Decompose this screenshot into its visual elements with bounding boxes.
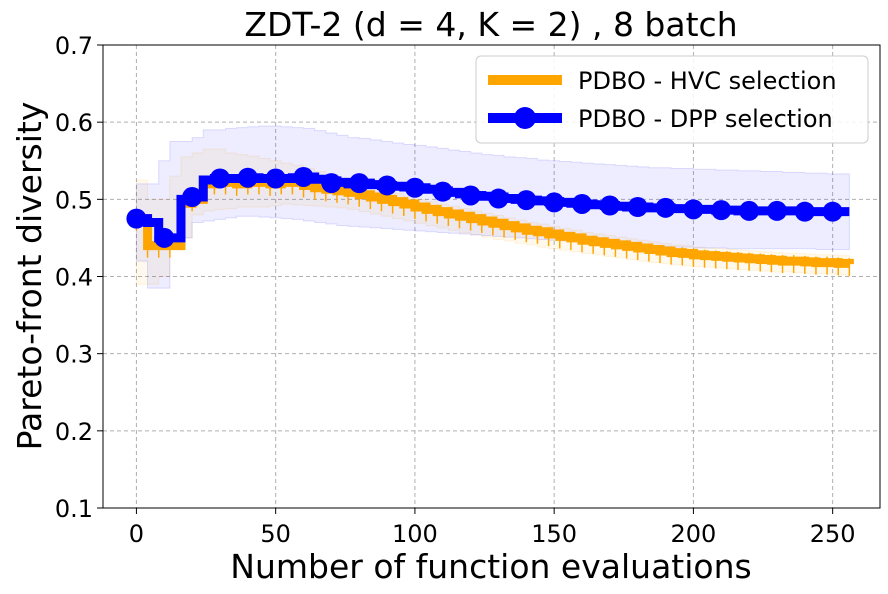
band-dpp bbox=[135, 125, 850, 289]
legend-frame bbox=[475, 55, 869, 144]
x-tick-label: 50 bbox=[260, 520, 291, 548]
x-axis-label: Number of function evaluations bbox=[230, 547, 751, 586]
y-axis-label: Pareto-front diversity bbox=[10, 102, 49, 451]
legend-label-dpp: PDBO - DPP selection bbox=[578, 105, 833, 133]
point-dpp bbox=[432, 181, 453, 202]
y-tick-label: 0.4 bbox=[55, 264, 93, 292]
y-tick-label: 0.1 bbox=[55, 495, 93, 523]
point-dpp bbox=[349, 173, 370, 194]
point-dpp bbox=[404, 177, 425, 198]
point-dpp bbox=[655, 197, 676, 218]
series-layer bbox=[126, 166, 854, 277]
legend-marker-dpp bbox=[514, 107, 536, 129]
y-tick-label: 0.3 bbox=[55, 341, 93, 369]
x-tick-label: 0 bbox=[129, 520, 144, 548]
point-dpp bbox=[572, 193, 593, 214]
point-dpp bbox=[683, 199, 704, 220]
point-dpp bbox=[293, 166, 314, 187]
point-dpp bbox=[794, 201, 815, 222]
point-dpp bbox=[377, 175, 398, 196]
legend-label-hvc: PDBO - HVC selection bbox=[578, 67, 837, 95]
y-tick-label: 0.7 bbox=[55, 32, 93, 60]
point-dpp bbox=[488, 188, 509, 209]
axis-ticks: 0 50 100 150 200 250 0.1 0.2 0.3 0.4 0.5 0.6 0.7 bbox=[55, 32, 856, 548]
point-dpp bbox=[739, 200, 760, 221]
point-dpp bbox=[321, 173, 342, 194]
legend: PDBO - HVC selection PDBO - DPP selectio… bbox=[475, 55, 869, 144]
point-dpp bbox=[154, 227, 175, 248]
y-tick-label: 0.5 bbox=[55, 186, 93, 214]
point-dpp bbox=[209, 168, 230, 189]
chart-title: ZDT-2 (d = 4, K = 2) , 8 batch bbox=[244, 5, 737, 44]
x-tick-label: 150 bbox=[531, 520, 577, 548]
point-dpp bbox=[126, 208, 147, 229]
y-tick-label: 0.6 bbox=[55, 109, 93, 137]
point-dpp bbox=[599, 195, 620, 216]
x-tick-label: 200 bbox=[671, 520, 717, 548]
point-dpp bbox=[460, 185, 481, 206]
point-dpp bbox=[182, 187, 203, 208]
point-dpp bbox=[627, 197, 648, 218]
x-tick-label: 100 bbox=[392, 520, 438, 548]
point-dpp bbox=[516, 190, 537, 211]
point-dpp bbox=[766, 200, 787, 221]
point-dpp bbox=[265, 168, 286, 189]
point-dpp bbox=[711, 200, 732, 221]
point-dpp bbox=[237, 167, 258, 188]
point-dpp bbox=[822, 201, 843, 222]
point-dpp bbox=[544, 192, 565, 213]
y-tick-label: 0.2 bbox=[55, 418, 93, 446]
x-tick-label: 250 bbox=[810, 520, 856, 548]
